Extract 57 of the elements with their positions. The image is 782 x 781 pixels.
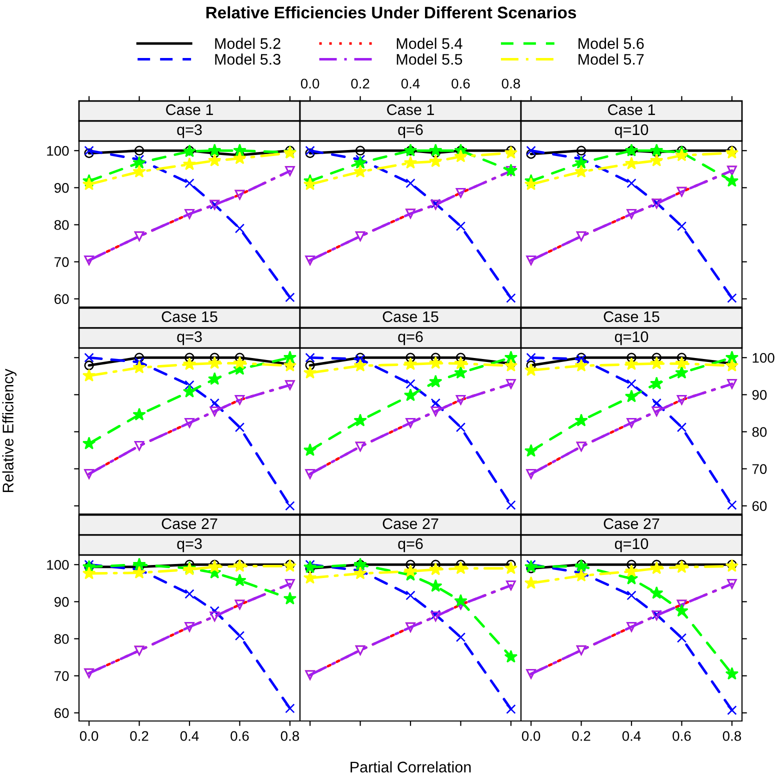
chart-subtitle: q=6 [398,538,423,552]
y-tick-label: 60 [54,294,69,304]
legend-label: Model 5.4 [396,38,462,49]
chart-title: Case 1 [166,104,213,116]
x-tick-label: 0.6 [452,78,470,89]
chart-subtitle: q=3 [177,331,202,346]
x-tick-label: 0.8 [502,78,520,89]
x-tick-label: 0.4 [622,731,641,741]
legend-label: Model 5.3 [215,54,280,65]
x-tick-label: 0.6 [230,731,249,741]
y-tick-label: 90 [54,183,69,193]
legend-label: Model 5.2 [215,38,280,49]
legend-label: Model 5.5 [396,54,462,65]
chart-subtitle: q=6 [398,331,423,346]
legend-label: Model 5.6 [578,38,644,49]
y-tick-label: 80 [54,634,69,644]
y-tick-label: 70 [752,464,767,474]
y-tick-label: 70 [54,257,69,267]
y-tick-label: 80 [752,427,767,437]
chart-subtitle: q=10 [614,538,648,552]
x-axis-title: Partial Correlation [350,761,471,772]
x-tick-label: 0.2 [572,731,590,741]
y-tick-label: 100 [47,560,69,570]
y-tick-label: 90 [54,597,69,607]
x-tick-label: 0.8 [280,731,300,741]
chart-title: Case 15 [604,311,660,322]
x-tick-label: 0.2 [351,78,370,89]
y-tick-label: 70 [54,671,69,681]
x-tick-label: 0.4 [401,78,420,89]
x-tick-label: 0.2 [130,731,148,741]
y-tick-label: 60 [752,501,767,512]
x-tick-label: 0.4 [180,731,199,741]
chart-title: Case 27 [162,518,218,530]
x-tick-label: 0.0 [300,78,320,89]
chart-title: Case 1 [608,104,655,116]
x-tick-label: 0.8 [722,731,742,741]
legend-label: Model 5.7 [578,54,644,65]
chart-title: Case 27 [382,518,438,530]
y-tick-label: 60 [54,708,69,718]
chart-title: Case 15 [162,311,218,322]
y-tick-label: 100 [47,146,69,156]
x-tick-label: 0.0 [80,731,98,741]
chart-title: Case 1 [387,104,434,116]
x-tick-label: 0.6 [672,731,691,741]
chart-subtitle: q=3 [177,124,202,138]
text: Relative Efficiencies Under Different Scenarios [206,6,576,18]
chart-subtitle: q=6 [398,124,423,138]
y-axis-title: Relative Efficiency [2,368,16,492]
chart-subtitle: q=10 [614,124,648,138]
x-tick-label: 0.0 [522,731,540,741]
y-tick-label: 80 [54,220,69,230]
chart-subtitle: q=3 [177,538,202,552]
chart-title: Case 27 [604,518,660,530]
y-tick-label: 100 [752,352,774,363]
chart-title: Case 15 [382,311,438,322]
y-tick-label: 90 [752,390,767,400]
chart-subtitle: q=10 [614,331,648,346]
